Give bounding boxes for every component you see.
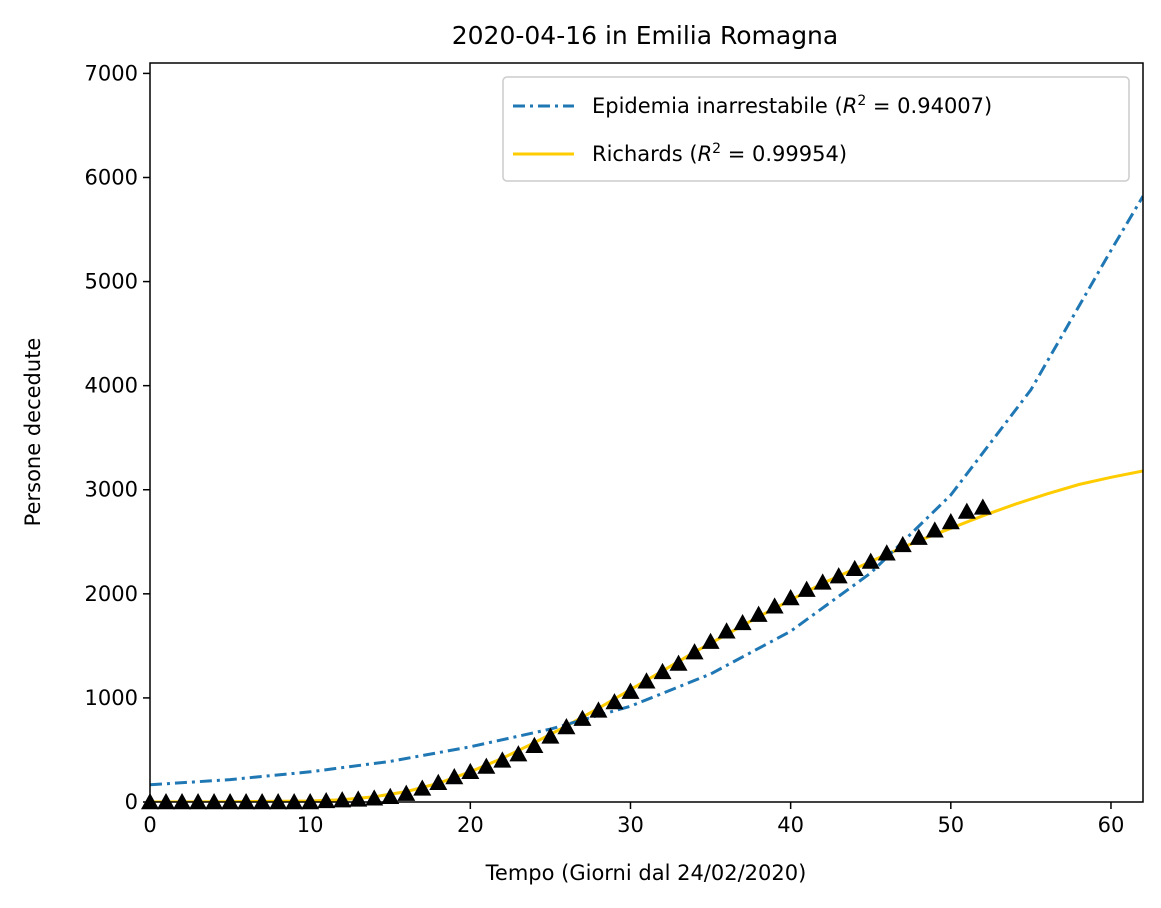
legend-label-exponential-r: R	[843, 94, 858, 118]
observed-point	[893, 535, 912, 553]
marker-layer	[141, 498, 992, 810]
observed-point	[573, 709, 592, 726]
y-tick-label: 6000	[85, 165, 138, 189]
observed-point	[237, 793, 256, 810]
y-tick-label: 5000	[85, 270, 138, 294]
observed-point	[253, 793, 272, 810]
observed-point	[829, 567, 848, 584]
x-axis: 0 10 20 30 40 50 60	[143, 802, 1124, 837]
observed-point	[477, 757, 496, 774]
y-tick-label: 0	[125, 790, 138, 814]
x-tick-label: 40	[777, 813, 804, 837]
observed-point	[541, 727, 560, 744]
y-axis-label: Persone decedute	[21, 338, 45, 527]
observed-point	[589, 701, 608, 718]
observed-point	[557, 718, 576, 735]
observed-point	[397, 784, 416, 801]
x-axis-label: Tempo (Giorni dal 24/02/2020)	[485, 861, 807, 885]
series-line-exponential	[150, 195, 1143, 787]
x-tick-label: 60	[1098, 813, 1125, 837]
observed-point	[173, 793, 192, 810]
observed-point	[493, 751, 512, 768]
observed-point	[973, 498, 992, 515]
plot-frame	[149, 62, 1144, 803]
observed-point	[685, 643, 704, 660]
observed-point	[317, 791, 336, 809]
observed-point	[461, 762, 480, 780]
x-tick-label: 30	[617, 813, 644, 837]
observed-point	[701, 632, 720, 649]
observed-point	[301, 793, 320, 810]
observed-point	[941, 513, 960, 530]
observed-point	[189, 793, 208, 810]
legend-label-exponential-value: = 0.94007)	[866, 94, 992, 118]
observed-point	[205, 793, 224, 810]
plot-area	[141, 62, 1144, 810]
y-tick-label: 7000	[85, 61, 138, 85]
observed-point	[845, 559, 864, 577]
x-tick-label: 20	[457, 813, 484, 837]
observed-point	[637, 672, 656, 689]
observed-point	[733, 613, 752, 631]
observed-point	[781, 588, 800, 606]
y-tick-label: 3000	[85, 478, 138, 502]
observed-point	[717, 622, 736, 639]
x-tick-label: 0	[143, 813, 156, 837]
legend-label-richards-value: = 0.99954)	[721, 142, 847, 166]
legend: Epidemia inarrestabile (R2 = 0.94007) Ri…	[502, 76, 1130, 182]
observed-point	[221, 793, 240, 810]
legend-box	[502, 76, 1130, 182]
series-line-richards	[150, 469, 1143, 802]
observed-point	[525, 736, 544, 753]
legend-label-exponential-prefix: Epidemia inarrestabile (	[592, 94, 843, 118]
observed-point	[749, 605, 768, 622]
observed-point	[957, 502, 976, 519]
observed-point	[269, 793, 288, 810]
observed-point	[797, 580, 816, 597]
observed-point	[621, 682, 640, 699]
y-tick-label: 1000	[85, 686, 138, 710]
legend-label-richards: Richards (R2 = 0.99954)	[592, 141, 847, 166]
legend-label-exponential: Epidemia inarrestabile (R2 = 0.94007)	[592, 93, 992, 118]
observed-point	[765, 597, 784, 614]
y-axis: 0 1000 2000 3000 4000 5000 6000 7000	[85, 61, 150, 814]
legend-label-richards-r: R	[698, 142, 713, 166]
observed-point	[445, 768, 464, 785]
y-tick-label: 4000	[85, 374, 138, 398]
observed-point	[861, 552, 880, 569]
observed-point	[413, 779, 432, 796]
observed-point	[605, 693, 624, 710]
series-layer	[150, 195, 1143, 802]
observed-point	[813, 573, 832, 590]
observed-point	[669, 654, 688, 671]
observed-point	[429, 773, 448, 790]
observed-point	[877, 544, 896, 561]
legend-label-richards-prefix: Richards (	[592, 142, 698, 166]
chart-title: 2020-04-16 in Emilia Romagna	[452, 21, 838, 50]
observed-point	[653, 662, 672, 680]
x-tick-label: 10	[297, 813, 324, 837]
observed-point	[157, 793, 176, 810]
x-tick-label: 50	[937, 813, 964, 837]
observed-point	[285, 793, 304, 810]
observed-point	[381, 787, 400, 804]
observed-point	[509, 745, 528, 762]
observed-point	[333, 791, 352, 808]
y-tick-label: 2000	[85, 582, 138, 606]
legend-label-richards-exp: 2	[712, 141, 721, 157]
observed-point	[909, 528, 928, 545]
legend-label-exponential-exp: 2	[857, 93, 866, 109]
observed-point	[925, 521, 944, 538]
